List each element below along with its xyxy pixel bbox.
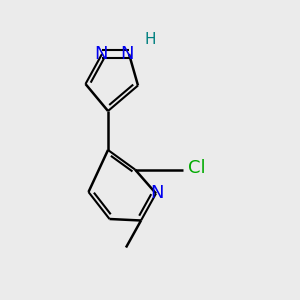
Text: N: N	[121, 45, 134, 63]
Text: N: N	[94, 45, 107, 63]
Text: Cl: Cl	[188, 159, 205, 177]
Text: H: H	[144, 32, 156, 46]
Text: N: N	[151, 184, 164, 202]
